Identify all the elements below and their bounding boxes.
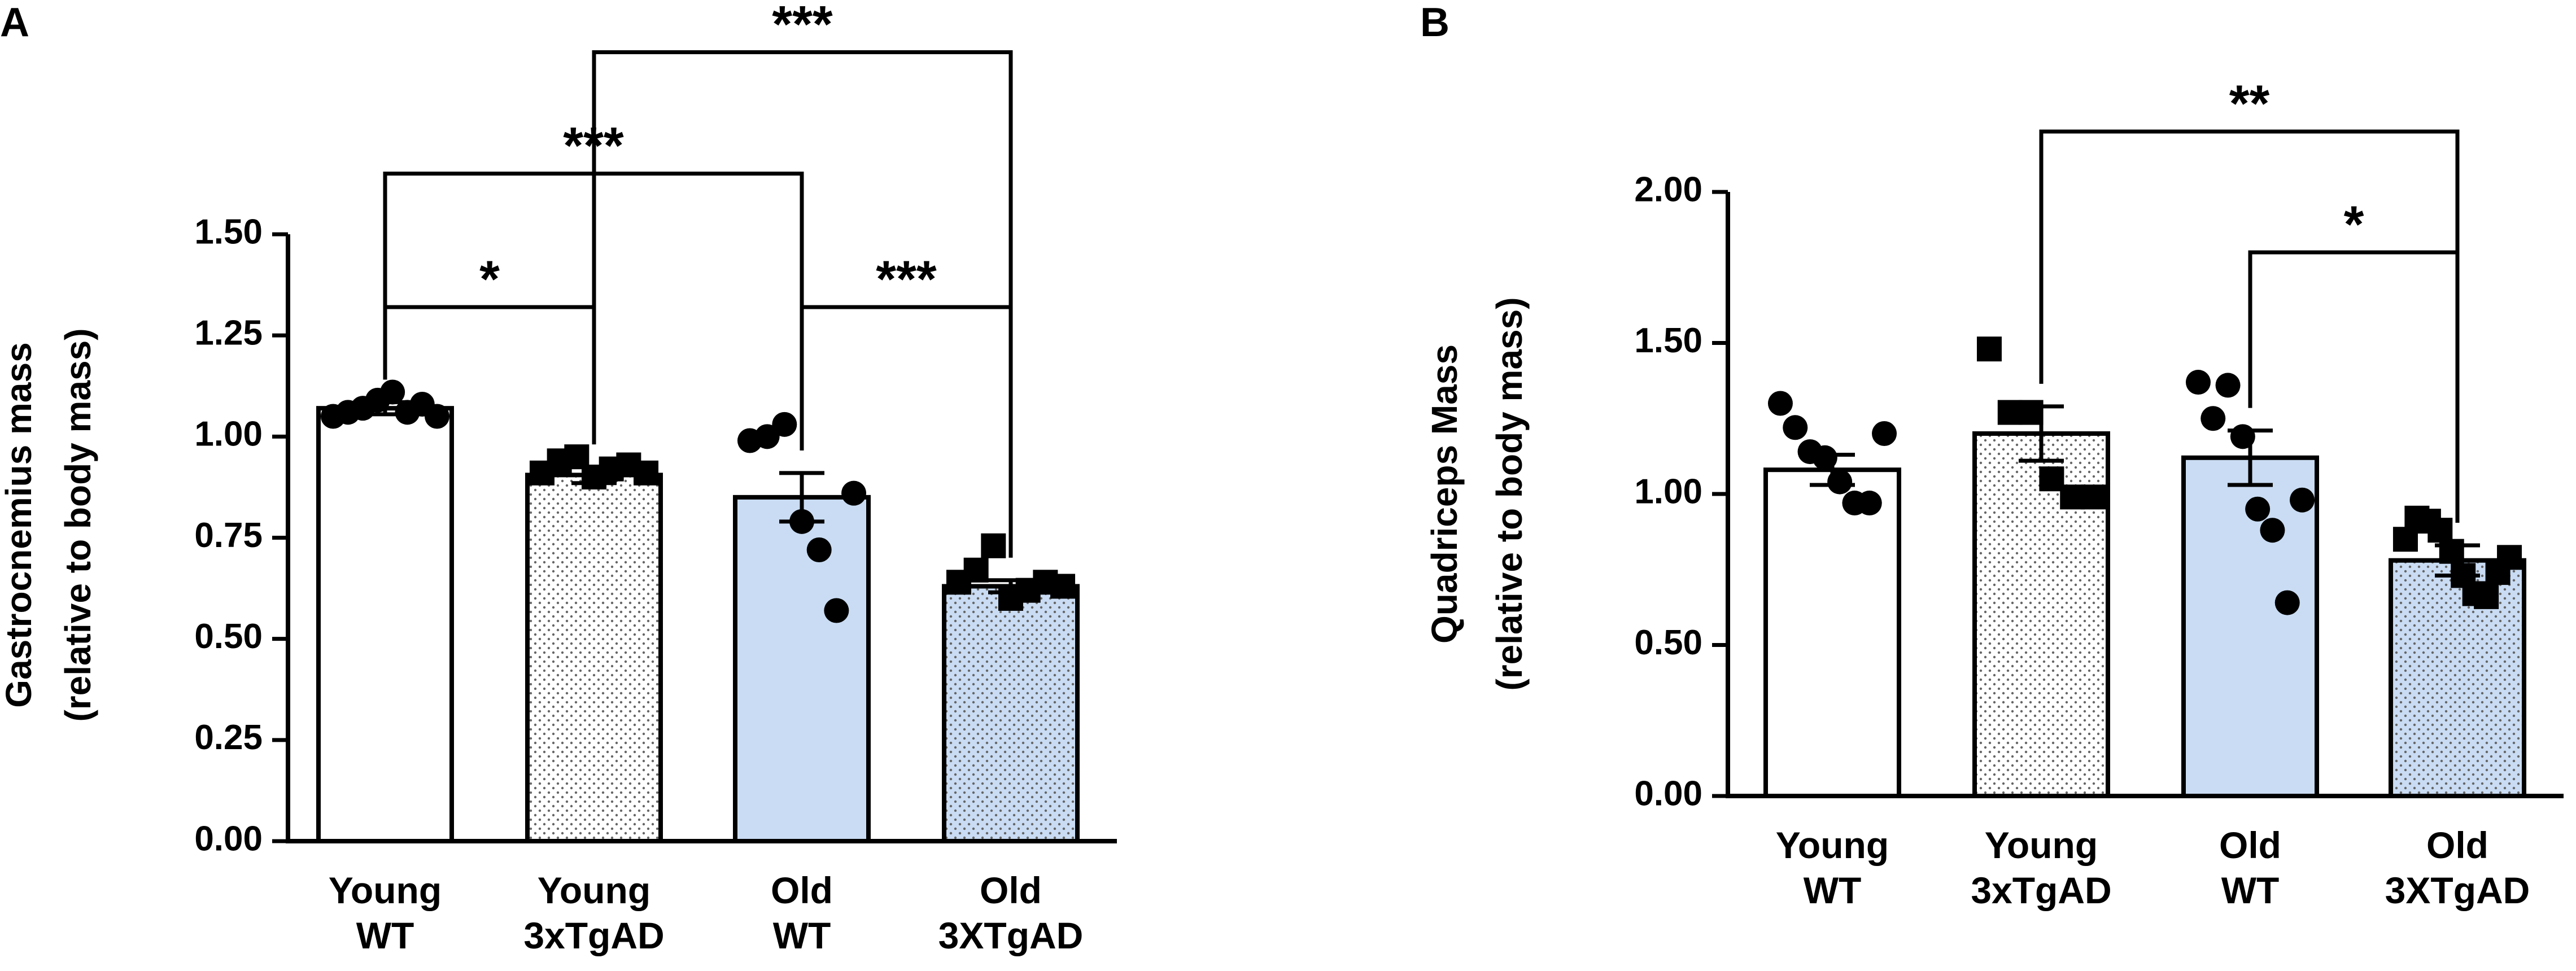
panel-b-xcat-0-line1: Young (1776, 824, 1889, 866)
panel-a-point (754, 424, 780, 449)
panel-a-ytick-label: 1.00 (194, 415, 263, 454)
panel-a-bar-2 (735, 497, 868, 841)
panel-b-point (2081, 484, 2106, 510)
panel-b-point (2427, 518, 2453, 543)
panel-b-bar-0 (1766, 470, 1899, 796)
panel-a-y-axis-title: (relative to body mass) (58, 328, 98, 721)
panel-b-xcat-3-line1: Old (2426, 824, 2488, 866)
panel-a-bar-3-pattern (944, 586, 1077, 841)
panel-a-point (634, 460, 659, 485)
panel-b-point (1872, 421, 1897, 446)
panel-b-ytick-label: 1.50 (1634, 321, 1702, 360)
panel-a-xcat-3-line1: Old (980, 869, 1042, 911)
panel-a-xcat-1-line1: Young (538, 869, 650, 911)
panel-a-point (380, 379, 405, 405)
panel-a-point (981, 533, 1006, 558)
panel-b-point (2039, 466, 2064, 492)
panel-a-ytick-label: 0.75 (194, 516, 263, 555)
panel-b-ytick-label: 0.00 (1634, 774, 1702, 813)
panel-a-sig-label-3: *** (772, 0, 833, 54)
panel-a-bar-0 (318, 408, 452, 841)
panel-a-chart: A 0.00 0.25 0.50 0.75 1.00 1.25 1.50 Gastrocnem… (0, 0, 1117, 956)
panel-b-chart: B 0.00 0.50 1.00 1.50 2.00 Quadriceps Mass (re… (1420, 0, 2564, 911)
panel-b-bar-3-pattern (2391, 560, 2524, 796)
panel-a-ytick-label: 0.50 (194, 617, 263, 656)
panel-b-sig-label-1: * (2344, 196, 2364, 253)
panel-b-point (1767, 391, 1793, 416)
panel-b-sig-bracket-1 (2248, 250, 2460, 523)
panel-b-point (2200, 406, 2226, 431)
panel-a-xcat-2-line1: Old (771, 869, 833, 911)
panel-b-xcat-1-line1: Young (1985, 824, 2098, 866)
panel-b-ytick-label: 0.50 (1634, 623, 1702, 662)
panel-b-point (1976, 336, 2002, 362)
panel-b-point (2018, 400, 2044, 425)
panel-a-point (806, 537, 832, 562)
panel-a-xcat-1-line2: 3xTgAD (523, 915, 664, 956)
panel-b-point (2439, 539, 2464, 564)
panel-b-point (2245, 496, 2271, 522)
panel-a-xcat-2-line2: WT (773, 915, 831, 956)
panel-a-point (824, 598, 849, 623)
panel-a-point (1050, 574, 1076, 599)
panel-b-point (2060, 484, 2085, 510)
panel-a-ytick-label: 0.00 (194, 819, 263, 858)
panel-a-ytick-label: 1.50 (194, 212, 263, 251)
panel-b-xcat-2-line1: Old (2219, 824, 2281, 866)
panel-b-point (1783, 415, 1808, 440)
panel-a-point (841, 480, 867, 506)
panel-a-xcat-0-line2: WT (356, 915, 414, 956)
panel-b-ytick-label: 2.00 (1634, 170, 1702, 209)
panel-b-xcat-1-line2: 3xTgAD (1971, 869, 2111, 911)
panel-b-point (2290, 487, 2315, 513)
panel-a-ytick-label: 0.25 (194, 718, 263, 757)
panel-a-sig-label-2: *** (876, 251, 937, 308)
panel-b-point (2215, 373, 2241, 398)
panel-b-y-axis-title: (relative to body mass) (1489, 297, 1530, 690)
panel-b-xcat-3-line2: 3XTgAD (2385, 869, 2530, 911)
panel-a-sig-label-0: * (479, 251, 500, 308)
panel-b-y-axis-title: Quadriceps Mass (1424, 344, 1465, 644)
panel-a-ytick-label: 1.25 (194, 314, 263, 353)
panel-b-point (2185, 370, 2211, 395)
panel-b-xcat-2-line2: WT (2221, 869, 2280, 911)
panel-a-y-axis-title: Gastrocnemius mass (0, 342, 39, 707)
panel-b-point (2392, 527, 2418, 552)
panel-a-point (963, 557, 989, 583)
panel-b-label: B (1420, 0, 1449, 45)
panel-b-point (1857, 491, 1882, 516)
panel-a-bar-1-pattern (527, 475, 661, 841)
panel-b-point (1997, 400, 2023, 425)
panel-b-point (2274, 590, 2300, 615)
panel-b-point (2497, 545, 2522, 570)
panel-b-point (2474, 584, 2499, 609)
panel-b-ytick-label: 1.00 (1634, 472, 1702, 511)
panel-b-sig-label-0: ** (2229, 75, 2270, 133)
panel-b-point (2260, 518, 2285, 543)
panel-a-xcat-0-line1: Young (329, 869, 442, 911)
panel-a-xcat-3-line2: 3XTgAD (938, 915, 1084, 956)
panel-a-point (425, 404, 450, 429)
panel-b-xcat-0-line2: WT (1804, 869, 1862, 911)
panel-a-point (772, 412, 797, 437)
panel-a-sig-bracket-3 (592, 50, 1013, 558)
panel-a-label: A (0, 0, 29, 45)
